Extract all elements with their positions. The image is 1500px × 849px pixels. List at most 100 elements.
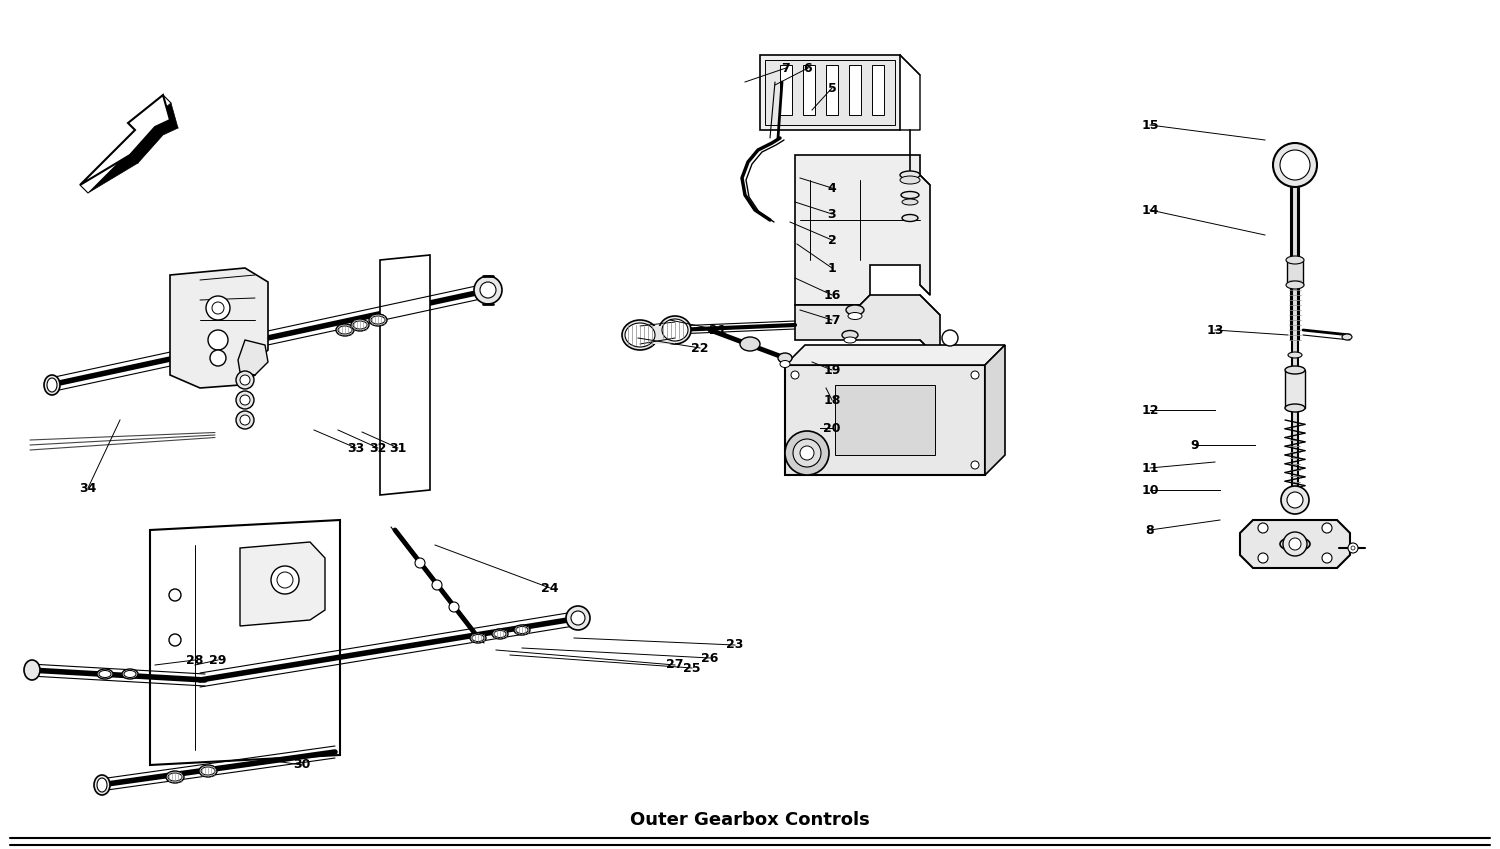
Circle shape: [790, 461, 800, 469]
Text: 1: 1: [828, 261, 837, 274]
Ellipse shape: [336, 324, 354, 336]
Text: 15: 15: [1142, 119, 1158, 132]
Polygon shape: [795, 155, 930, 305]
Ellipse shape: [166, 771, 184, 783]
Polygon shape: [784, 365, 986, 475]
Ellipse shape: [370, 316, 386, 324]
Circle shape: [1352, 546, 1354, 550]
Ellipse shape: [740, 337, 760, 351]
Circle shape: [211, 302, 223, 314]
Ellipse shape: [1342, 334, 1352, 340]
Circle shape: [566, 606, 590, 630]
Text: 18: 18: [824, 393, 840, 407]
Circle shape: [1322, 553, 1332, 563]
Circle shape: [1322, 523, 1332, 533]
Circle shape: [209, 330, 228, 350]
Circle shape: [236, 411, 254, 429]
Ellipse shape: [472, 634, 484, 642]
Circle shape: [1274, 143, 1317, 187]
Circle shape: [416, 558, 424, 568]
Ellipse shape: [1286, 366, 1305, 374]
Text: 21: 21: [710, 323, 726, 336]
Ellipse shape: [662, 319, 688, 341]
Polygon shape: [80, 95, 170, 185]
Circle shape: [784, 431, 830, 475]
Circle shape: [1288, 538, 1300, 550]
Ellipse shape: [98, 669, 112, 679]
Polygon shape: [795, 295, 940, 360]
Ellipse shape: [514, 625, 529, 635]
Circle shape: [1258, 553, 1268, 563]
Ellipse shape: [99, 671, 111, 678]
Bar: [849, 65, 861, 115]
Bar: [780, 65, 792, 115]
Circle shape: [206, 296, 230, 320]
Polygon shape: [88, 103, 178, 193]
Ellipse shape: [338, 326, 352, 334]
Text: 29: 29: [210, 654, 226, 666]
Ellipse shape: [902, 215, 918, 222]
Text: 13: 13: [1206, 323, 1224, 336]
Text: 9: 9: [1191, 438, 1200, 452]
Circle shape: [278, 572, 292, 588]
Text: 32: 32: [369, 441, 387, 454]
Text: 20: 20: [824, 421, 840, 435]
Polygon shape: [765, 60, 896, 125]
Ellipse shape: [778, 353, 792, 363]
Text: 12: 12: [1142, 403, 1158, 417]
Text: 33: 33: [348, 441, 364, 454]
Ellipse shape: [168, 773, 182, 781]
Ellipse shape: [94, 775, 110, 795]
Ellipse shape: [200, 765, 217, 777]
Bar: [802, 65, 814, 115]
Bar: [1286, 370, 1305, 408]
Text: 16: 16: [824, 289, 840, 301]
Polygon shape: [240, 542, 326, 626]
Bar: [836, 385, 934, 455]
Ellipse shape: [124, 671, 136, 678]
Bar: [871, 65, 883, 115]
Ellipse shape: [1286, 404, 1305, 412]
Circle shape: [240, 415, 250, 425]
Ellipse shape: [516, 627, 528, 633]
Ellipse shape: [1288, 352, 1302, 358]
Text: 5: 5: [828, 82, 837, 94]
Circle shape: [1281, 486, 1310, 514]
Ellipse shape: [201, 767, 214, 775]
Circle shape: [272, 566, 298, 594]
Text: 30: 30: [294, 758, 310, 772]
Text: Outer Gearbox Controls: Outer Gearbox Controls: [630, 811, 870, 829]
Text: 2: 2: [828, 233, 837, 246]
Ellipse shape: [494, 631, 506, 638]
Circle shape: [1258, 523, 1268, 533]
Text: 26: 26: [702, 651, 718, 665]
Polygon shape: [1240, 520, 1350, 568]
Ellipse shape: [352, 321, 368, 329]
Circle shape: [210, 350, 226, 366]
Bar: [640, 326, 675, 344]
Circle shape: [240, 395, 250, 405]
Circle shape: [236, 391, 254, 409]
Circle shape: [170, 634, 182, 646]
Ellipse shape: [847, 312, 862, 319]
Ellipse shape: [492, 629, 508, 639]
Ellipse shape: [900, 176, 920, 184]
Polygon shape: [380, 255, 430, 495]
Circle shape: [572, 611, 585, 625]
Ellipse shape: [369, 314, 387, 326]
Circle shape: [1280, 150, 1310, 180]
Ellipse shape: [1280, 537, 1310, 551]
Ellipse shape: [122, 669, 138, 679]
Circle shape: [794, 439, 820, 467]
Ellipse shape: [44, 375, 60, 395]
Circle shape: [448, 602, 459, 612]
Ellipse shape: [902, 192, 920, 199]
Text: 3: 3: [828, 207, 837, 221]
Circle shape: [790, 371, 800, 379]
Ellipse shape: [626, 323, 656, 347]
Text: 23: 23: [726, 638, 744, 651]
Ellipse shape: [470, 633, 486, 643]
Text: 17: 17: [824, 313, 840, 327]
Ellipse shape: [900, 171, 920, 179]
Circle shape: [480, 282, 496, 298]
